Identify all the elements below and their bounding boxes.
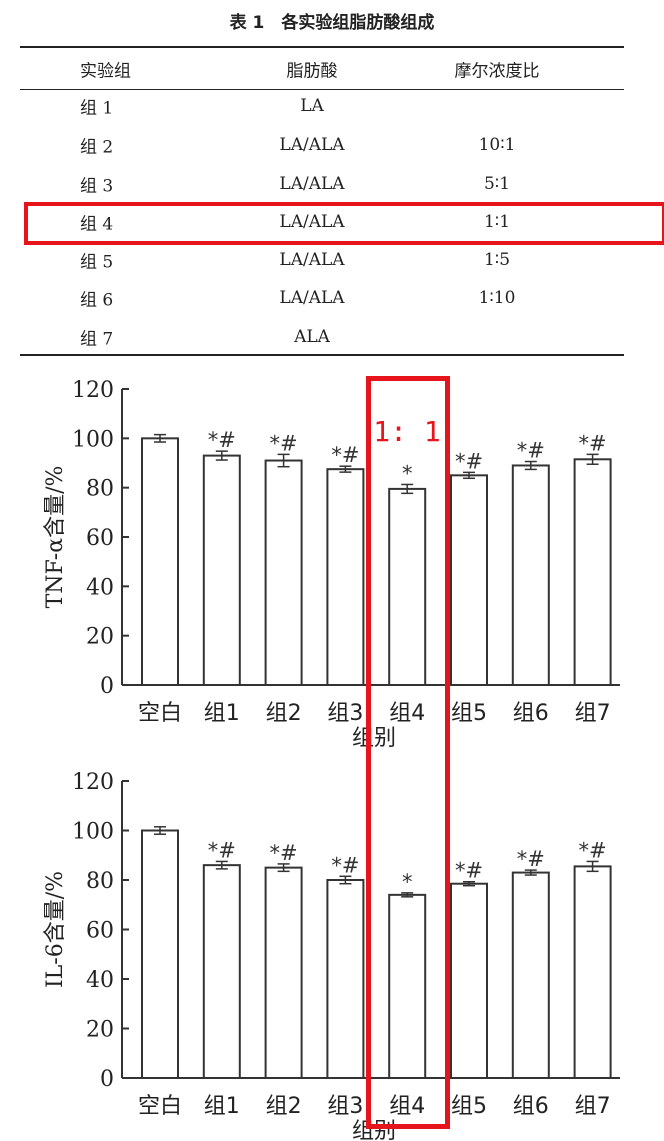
significance-marker: *# xyxy=(208,428,236,452)
table-cell: 组 7 xyxy=(80,329,114,350)
significance-marker: * xyxy=(402,461,413,485)
significance-marker: *# xyxy=(579,838,607,862)
column-header: 实验组 xyxy=(80,61,131,82)
table-cell: LA/ALA xyxy=(279,250,345,270)
significance-marker: * xyxy=(402,870,413,894)
significance-marker: *# xyxy=(517,847,545,871)
x-tick-label: 组3 xyxy=(327,701,363,726)
y-tick-label: 80 xyxy=(86,869,114,894)
significance-marker: *# xyxy=(270,841,298,865)
x-tick-label: 组6 xyxy=(513,1094,549,1119)
table-bottom-rule xyxy=(20,354,624,356)
y-tick-label: 0 xyxy=(100,1067,114,1092)
significance-marker: *# xyxy=(270,431,298,455)
significance-marker: *# xyxy=(517,439,545,463)
table-title: 表 1 各实验组脂肪酸组成 xyxy=(229,13,435,33)
column-header: 脂肪酸 xyxy=(286,61,338,82)
x-tick-label: 组1 xyxy=(204,1094,240,1119)
bar xyxy=(264,866,303,1079)
y-tick-label: 120 xyxy=(72,770,114,795)
y-axis-label: IL-6含量/% xyxy=(43,871,68,988)
x-tick-label: 组4 xyxy=(389,1094,425,1119)
bar xyxy=(511,464,550,687)
bar xyxy=(511,871,550,1080)
table-cell: 组 1 xyxy=(80,98,114,119)
table-cell: 组 6 xyxy=(80,290,114,311)
table-cell: LA xyxy=(300,96,324,116)
bar xyxy=(326,879,365,1079)
y-tick-label: 100 xyxy=(72,427,114,452)
bar xyxy=(388,893,427,1079)
x-tick-label: 组5 xyxy=(451,1094,487,1119)
x-tick-label: 组5 xyxy=(451,701,487,726)
bar xyxy=(141,437,179,687)
table-cell: 组 2 xyxy=(80,137,114,158)
table-header-rule xyxy=(20,89,624,90)
y-tick-label: 20 xyxy=(86,1018,114,1043)
x-tick-label: 组6 xyxy=(513,701,549,726)
y-tick-label: 120 xyxy=(72,378,114,403)
significance-marker: *# xyxy=(208,838,236,862)
bar xyxy=(573,458,612,686)
significance-marker: *# xyxy=(331,853,359,877)
x-tick-label: 空白 xyxy=(138,701,182,726)
bar xyxy=(388,487,427,686)
x-tick-label: 组2 xyxy=(266,701,302,726)
ratio-annotation: 1: 1 xyxy=(373,415,441,448)
y-tick-label: 100 xyxy=(72,820,114,845)
y-tick-label: 80 xyxy=(86,477,114,502)
y-axis-label: TNF-α含量/% xyxy=(43,466,68,609)
y-tick-label: 40 xyxy=(86,968,114,993)
y-tick-label: 60 xyxy=(86,526,114,551)
x-tick-label: 组4 xyxy=(389,701,425,726)
y-tick-label: 20 xyxy=(86,625,114,650)
table-cell: 10∶1 xyxy=(478,135,516,155)
table-cell: 组 4 xyxy=(80,214,114,235)
x-axis-label: 组别 xyxy=(352,726,396,751)
x-tick-label: 空白 xyxy=(138,1094,182,1119)
significance-marker: *# xyxy=(455,449,483,473)
table-cell: 5∶1 xyxy=(483,174,511,194)
significance-marker: *# xyxy=(455,859,483,883)
bar xyxy=(202,864,241,1080)
x-tick-label: 组2 xyxy=(266,1094,302,1119)
bar xyxy=(264,459,303,686)
highlight-row-box xyxy=(24,202,664,245)
column-header: 摩尔浓度比 xyxy=(454,61,540,82)
table-cell: 1∶1 xyxy=(483,212,511,232)
bar xyxy=(202,454,241,686)
x-tick-label: 组3 xyxy=(327,1094,363,1119)
bar xyxy=(450,882,488,1080)
bar xyxy=(326,468,365,686)
bar xyxy=(141,829,179,1079)
table-cell: LA/ALA xyxy=(279,212,345,232)
table-cell: LA/ALA xyxy=(279,288,345,308)
bar xyxy=(573,865,612,1080)
table-cell: 1∶5 xyxy=(483,250,511,270)
y-tick-label: 0 xyxy=(100,674,114,699)
table-cell: LA/ALA xyxy=(279,174,345,194)
highlight-column-box xyxy=(366,376,450,1129)
table-cell: LA/ALA xyxy=(279,135,345,155)
table-cell: ALA xyxy=(294,327,330,347)
y-tick-label: 60 xyxy=(86,919,114,944)
x-tick-label: 组7 xyxy=(575,1094,611,1119)
significance-marker: *# xyxy=(331,443,359,467)
table-top-rule xyxy=(20,46,624,48)
y-tick-label: 40 xyxy=(86,575,114,600)
table-cell: 组 3 xyxy=(80,176,114,197)
x-tick-label: 组1 xyxy=(204,701,240,726)
bar xyxy=(450,474,488,687)
table-cell: 组 5 xyxy=(80,252,114,273)
significance-marker: *# xyxy=(579,431,607,455)
table-cell: 1∶10 xyxy=(478,288,516,308)
x-tick-label: 组7 xyxy=(575,701,611,726)
